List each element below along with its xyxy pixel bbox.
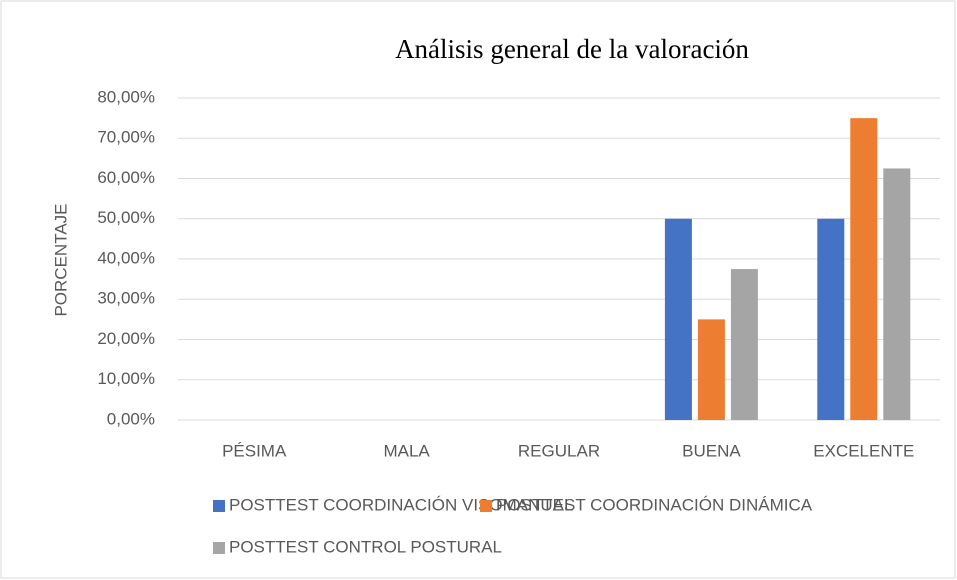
x-tick-label: BUENA — [682, 441, 741, 460]
bar — [730, 269, 758, 420]
bar — [697, 319, 725, 420]
y-tick-label: 0,00% — [107, 409, 155, 428]
bar — [850, 118, 878, 420]
y-axis-label: PORCENTAJE — [51, 203, 70, 316]
bar — [883, 168, 911, 420]
y-tick-label: 40,00% — [97, 248, 155, 267]
legend-label: POSTTEST CONTROL POSTURAL — [229, 537, 502, 556]
x-tick-label: REGULAR — [518, 441, 600, 460]
legend-label: POSTTEST COORDINACIÓN DINÁMICA — [496, 495, 813, 514]
x-tick-label: EXCELENTE — [813, 441, 914, 460]
legend-swatch — [213, 500, 225, 512]
y-tick-label: 30,00% — [97, 289, 155, 308]
y-tick-label: 10,00% — [97, 369, 155, 388]
y-tick-label: 60,00% — [97, 168, 155, 187]
y-tick-label: 80,00% — [97, 87, 155, 106]
y-tick-label: 50,00% — [97, 208, 155, 227]
x-tick-label: PÉSIMA — [222, 441, 287, 460]
chart-title: Análisis general de la valoración — [395, 34, 749, 64]
legend-swatch — [480, 500, 492, 512]
bar — [664, 218, 692, 420]
legend-swatch — [213, 542, 225, 554]
bar — [817, 218, 845, 420]
y-tick-label: 70,00% — [97, 128, 155, 147]
x-tick-label: MALA — [383, 441, 430, 460]
y-tick-label: 20,00% — [97, 329, 155, 348]
